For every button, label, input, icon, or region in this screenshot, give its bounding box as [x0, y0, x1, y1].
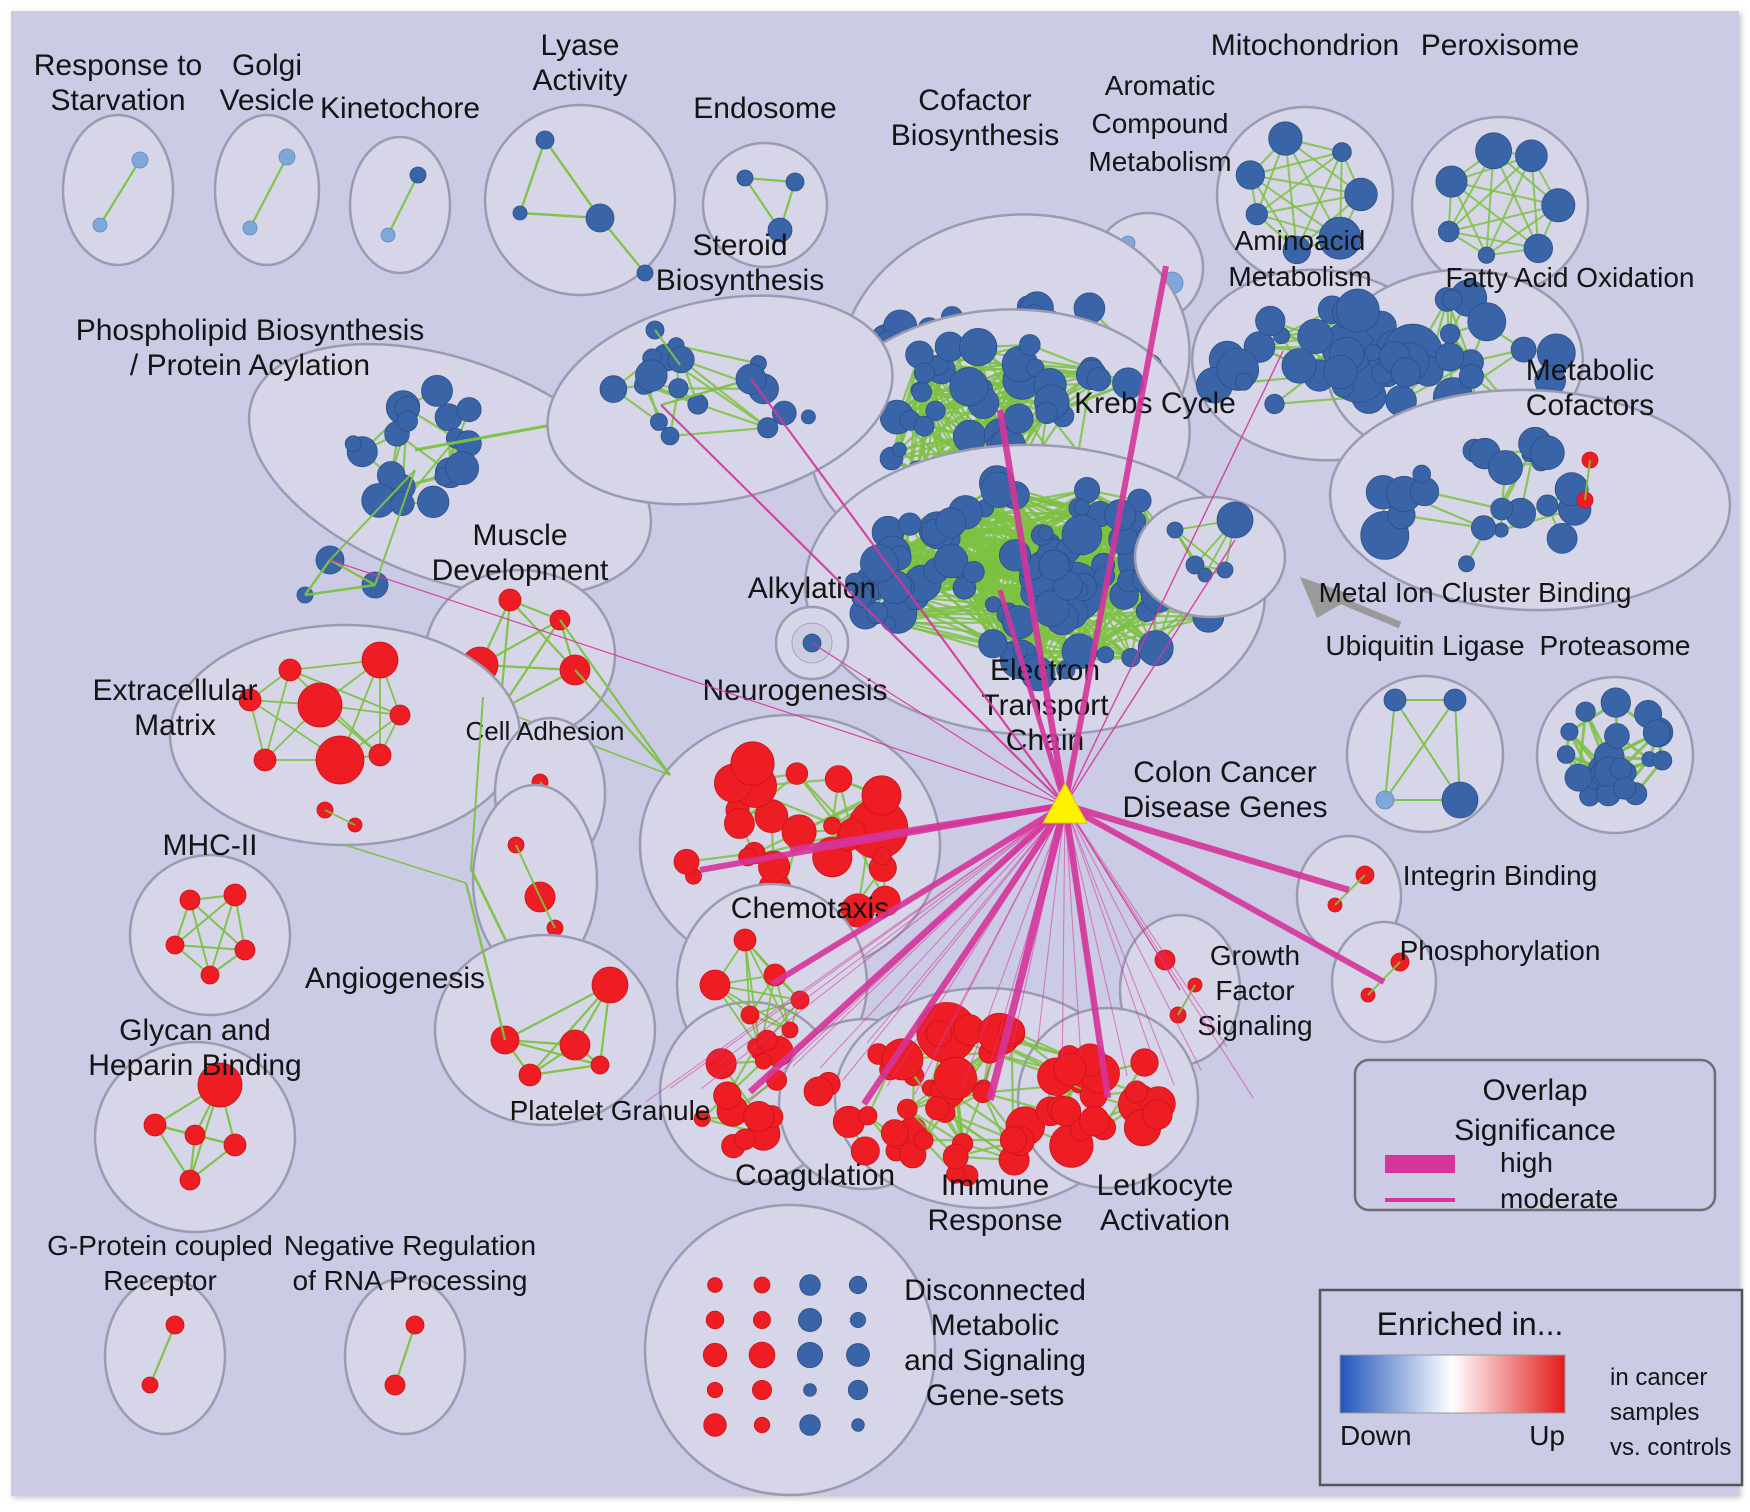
svg-text:Response: Response	[927, 1204, 1062, 1237]
svg-text:/ Protein Acylation: / Protein Acylation	[130, 349, 370, 382]
svg-text:Metabolism: Metabolism	[1088, 146, 1231, 177]
svg-text:Neurogenesis: Neurogenesis	[702, 674, 887, 707]
svg-text:Aromatic: Aromatic	[1105, 70, 1215, 101]
svg-text:of RNA Processing: of RNA Processing	[293, 1265, 528, 1296]
svg-text:Factor: Factor	[1215, 975, 1294, 1006]
svg-text:Up: Up	[1529, 1420, 1565, 1451]
svg-text:Integrin Binding: Integrin Binding	[1403, 860, 1598, 891]
svg-text:moderate: moderate	[1500, 1183, 1618, 1214]
svg-text:Krebs Cycle: Krebs Cycle	[1074, 387, 1236, 420]
svg-text:Chemotaxis: Chemotaxis	[731, 892, 889, 925]
svg-text:Kinetochore: Kinetochore	[320, 92, 480, 125]
svg-text:Immune: Immune	[941, 1169, 1049, 1202]
svg-text:Overlap: Overlap	[1482, 1074, 1587, 1107]
svg-text:in cancer: in cancer	[1610, 1364, 1707, 1391]
svg-text:Metabolic: Metabolic	[1526, 354, 1654, 387]
svg-text:Metabolism: Metabolism	[1228, 261, 1371, 292]
svg-text:Proteasome: Proteasome	[1540, 630, 1691, 661]
svg-text:Compound: Compound	[1092, 108, 1229, 139]
svg-text:Activation: Activation	[1100, 1204, 1230, 1237]
svg-text:Steroid: Steroid	[692, 229, 787, 262]
svg-text:Mitochondrion: Mitochondrion	[1211, 29, 1399, 62]
svg-text:Coagulation: Coagulation	[735, 1159, 895, 1192]
svg-text:Endosome: Endosome	[693, 92, 836, 125]
svg-text:Gene-sets: Gene-sets	[926, 1379, 1064, 1412]
svg-text:Phosphorylation: Phosphorylation	[1400, 935, 1601, 966]
svg-text:Angiogenesis: Angiogenesis	[305, 962, 485, 995]
svg-text:Aminoacid: Aminoacid	[1235, 225, 1366, 256]
svg-text:Ubiquitin Ligase: Ubiquitin Ligase	[1325, 630, 1524, 661]
svg-text:Glycan and: Glycan and	[119, 1014, 271, 1047]
svg-text:Development: Development	[432, 554, 609, 587]
svg-text:Growth: Growth	[1210, 940, 1300, 971]
svg-text:Negative Regulation: Negative Regulation	[284, 1230, 536, 1261]
svg-text:vs. controls: vs. controls	[1610, 1434, 1731, 1461]
svg-text:Down: Down	[1340, 1420, 1412, 1451]
svg-text:Phospholipid Biosynthesis: Phospholipid Biosynthesis	[76, 314, 425, 347]
svg-text:Colon Cancer: Colon Cancer	[1133, 756, 1316, 789]
svg-text:MHC-II: MHC-II	[163, 829, 258, 862]
svg-text:Vesicle: Vesicle	[219, 84, 314, 117]
svg-text:and Signaling: and Signaling	[904, 1344, 1086, 1377]
svg-text:Extracellular: Extracellular	[92, 674, 257, 707]
svg-text:Heparin Binding: Heparin Binding	[88, 1049, 301, 1082]
svg-text:Receptor: Receptor	[103, 1265, 217, 1296]
svg-text:Response to: Response to	[34, 49, 202, 82]
svg-text:Biosynthesis: Biosynthesis	[656, 264, 824, 297]
svg-text:Cofactor: Cofactor	[918, 84, 1031, 117]
svg-text:Significance: Significance	[1454, 1114, 1616, 1147]
svg-text:Matrix: Matrix	[134, 709, 216, 742]
svg-text:Cell Adhesion: Cell Adhesion	[466, 716, 625, 746]
svg-text:Platelet Granule: Platelet Granule	[510, 1095, 711, 1126]
svg-text:Golgi: Golgi	[232, 49, 302, 82]
svg-text:Biosynthesis: Biosynthesis	[891, 119, 1059, 152]
svg-text:high: high	[1500, 1147, 1553, 1178]
svg-text:samples: samples	[1610, 1399, 1699, 1426]
svg-text:Lyase: Lyase	[541, 29, 620, 62]
svg-text:Muscle: Muscle	[472, 519, 567, 552]
svg-text:Disease Genes: Disease Genes	[1122, 791, 1327, 824]
svg-text:Metabolic: Metabolic	[931, 1309, 1059, 1342]
svg-text:Starvation: Starvation	[50, 84, 185, 117]
svg-text:Disconnected: Disconnected	[904, 1274, 1086, 1307]
svg-text:Activity: Activity	[532, 64, 627, 97]
svg-text:Signaling: Signaling	[1197, 1010, 1312, 1041]
svg-text:Peroxisome: Peroxisome	[1421, 29, 1579, 62]
svg-text:Fatty Acid Oxidation: Fatty Acid Oxidation	[1445, 262, 1694, 293]
svg-text:Enriched in...: Enriched in...	[1377, 1306, 1564, 1342]
svg-text:G-Protein coupled: G-Protein coupled	[47, 1230, 273, 1261]
svg-text:Leukocyte: Leukocyte	[1097, 1169, 1234, 1202]
svg-text:Metal Ion Cluster Binding: Metal Ion Cluster Binding	[1319, 577, 1632, 608]
svg-text:Cofactors: Cofactors	[1526, 389, 1654, 422]
